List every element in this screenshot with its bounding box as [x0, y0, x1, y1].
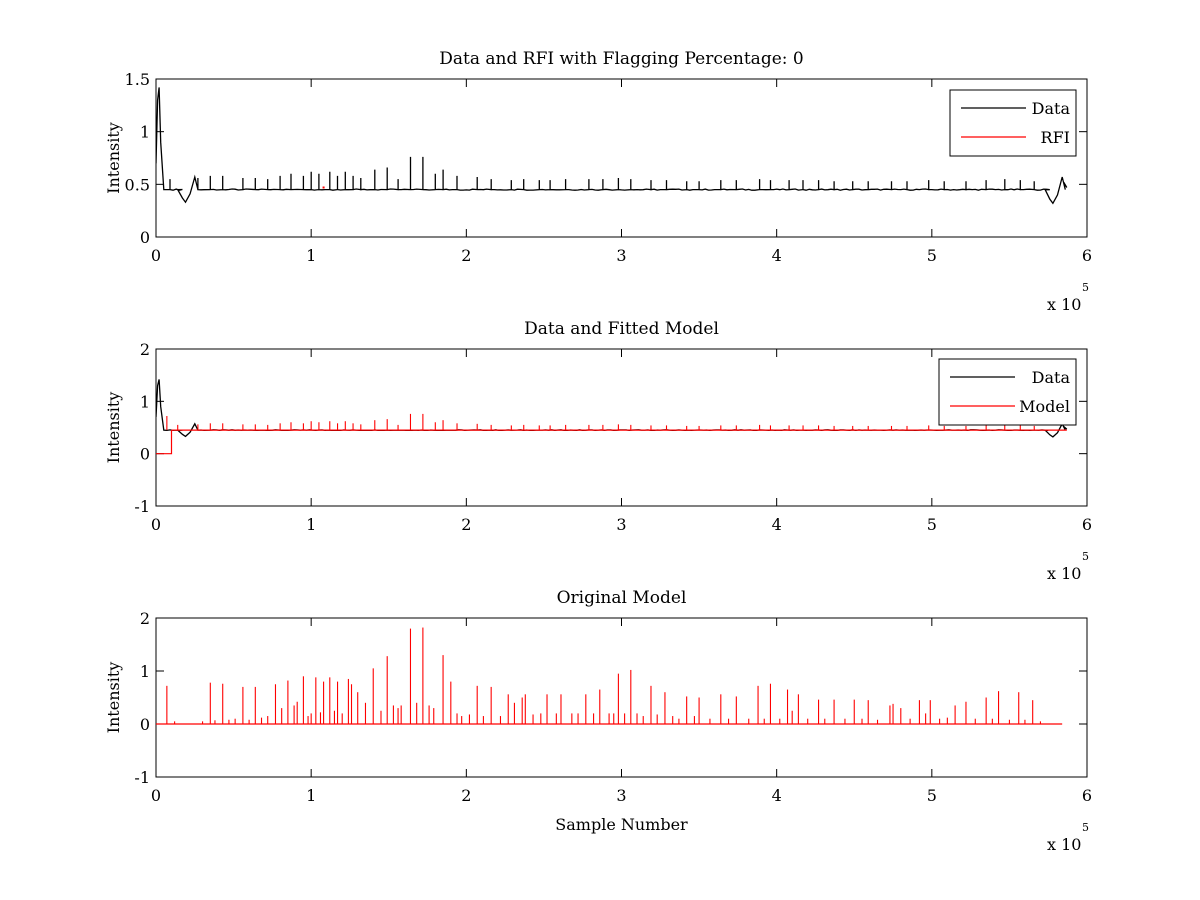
x-tick-label: 2: [461, 786, 471, 805]
chart-title: Data and RFI with Flagging Percentage: 0: [439, 49, 803, 69]
x-tick-label: 1: [306, 246, 316, 265]
x-exponent-power: 5: [1082, 550, 1089, 563]
y-tick-label: 2: [140, 340, 150, 359]
legend-label-model: Model: [1019, 397, 1070, 416]
x-tick-label: 4: [772, 515, 782, 534]
legend-box: [938, 358, 1077, 426]
plot-area: [155, 78, 1088, 238]
y-axis-label: Intensity: [104, 122, 123, 194]
chart-title: Original Model: [557, 588, 687, 608]
x-tick-label: 3: [616, 515, 626, 534]
x-tick-label: 0: [151, 786, 161, 805]
series-group: [156, 627, 1063, 725]
y-axis-label: Intensity: [104, 392, 123, 464]
series-data-line: [156, 87, 1068, 205]
x-exponent-base: x 10: [1047, 564, 1081, 583]
y-tick-label: 1: [140, 123, 150, 142]
x-tick-label: 5: [927, 246, 937, 265]
legend-label-data: Data: [1032, 99, 1071, 118]
y-tick-label: 1: [140, 662, 150, 681]
chart-panel-1: 0 1 2 3 4 5 6 0 0.5 1 1.5 Data and RFI with Flaggin…: [104, 49, 1092, 314]
x-tick-label: 0: [151, 246, 161, 265]
legend-box: [949, 89, 1077, 157]
y-tick-label: -1: [134, 497, 150, 516]
x-tick-label: 1: [306, 515, 316, 534]
series-model-step: [156, 430, 173, 455]
x-exponent-base: x 10: [1047, 835, 1081, 854]
x-exponent-power: 5: [1082, 281, 1089, 294]
chart-title: Data and Fitted Model: [524, 319, 719, 339]
x-tick-label: 5: [927, 515, 937, 534]
x-tick-label: 4: [772, 786, 782, 805]
x-tick-label: 3: [616, 786, 626, 805]
y-tick-label: 1.5: [125, 70, 150, 89]
legend-label-rfi: RFI: [1041, 128, 1070, 147]
x-tick-label: 4: [772, 246, 782, 265]
y-tick-label: 0: [140, 228, 150, 247]
x-tick-label: 3: [616, 246, 626, 265]
x-tick-label: 2: [461, 246, 471, 265]
y-tick-label: 2: [140, 609, 150, 628]
y-axis-label: Intensity: [104, 662, 123, 734]
x-tick-label: 0: [151, 515, 161, 534]
y-tick-label: 1: [140, 392, 150, 411]
x-exponent-base: x 10: [1047, 295, 1081, 314]
series-group: [156, 379, 1068, 455]
x-tick-label: 6: [1082, 515, 1092, 534]
legend-label-data: Data: [1032, 368, 1071, 387]
x-tick-label: 1: [306, 786, 316, 805]
legend: Data RFI: [949, 89, 1077, 157]
y-tick-label: -1: [134, 768, 150, 787]
x-exponent-power: 5: [1082, 821, 1089, 834]
series-group: [156, 87, 1068, 205]
y-tick-label: 0.5: [125, 175, 150, 194]
legend: Data Model: [938, 358, 1077, 426]
x-tick-label: 2: [461, 515, 471, 534]
y-tick-label: 0: [140, 445, 150, 464]
x-tick-label: 5: [927, 786, 937, 805]
x-tick-label: 6: [1082, 246, 1092, 265]
plot-area: [155, 617, 1088, 778]
x-tick-label: 6: [1082, 786, 1092, 805]
y-tick-label: 0: [140, 715, 150, 734]
x-axis-label: Sample Number: [555, 815, 688, 834]
